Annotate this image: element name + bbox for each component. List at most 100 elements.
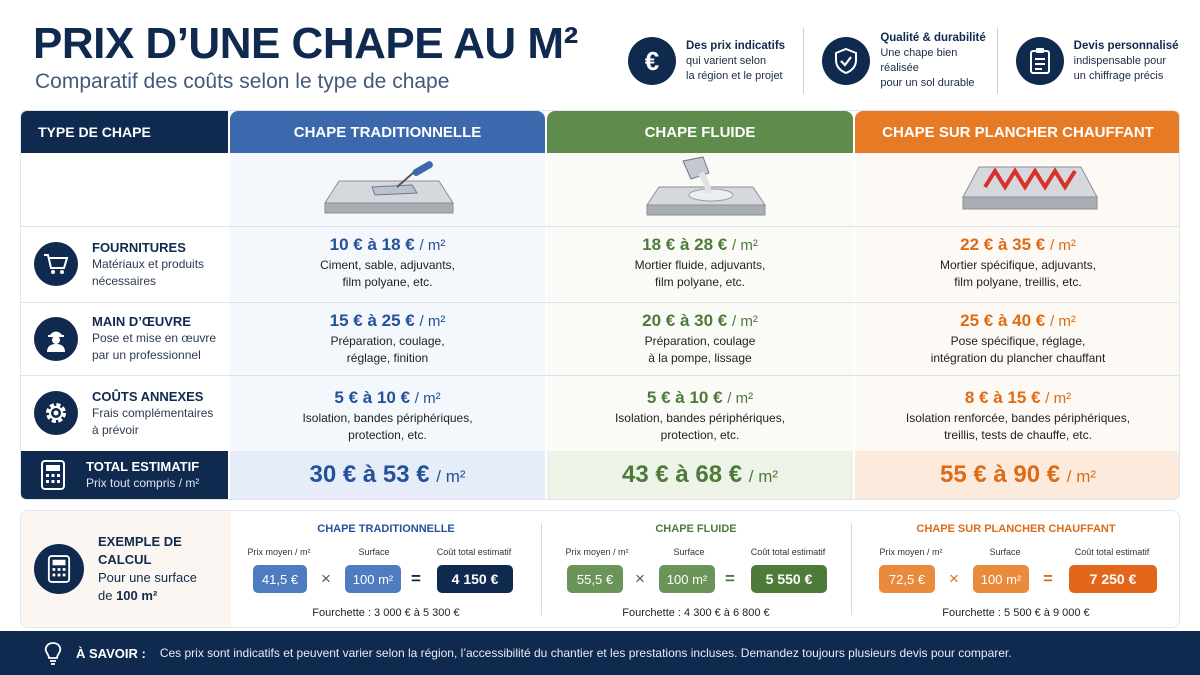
cell-detail: film polyane, etc. [342,275,433,289]
feature-text: qui varient selon [686,54,767,67]
calculator-icon [34,544,84,594]
price-table: TYPE DE CHAPE CHAPE TRADITIONNELLE CHAPE… [20,110,1180,500]
info-label: À SAVOIR : [76,645,146,661]
feature-text: pour un sol durable [880,77,975,89]
cart-icon [34,242,78,286]
pouring-slab-illustration [646,156,766,216]
price-range: 5 € à 10 € [334,388,411,407]
cell-fournitures-traditionnelle: 10 € à 18 € / m² Ciment, sable, adjuvant… [230,233,545,291]
heated-floor-illustration [962,166,1098,210]
row-title: TOTAL ESTIMATIF [86,459,200,474]
worker-icon [34,316,78,361]
header-type: TYPE DE CHAPE [21,111,228,153]
row-title: MAIN D’ŒUVRE [92,314,191,329]
cell-detail: treillis, tests de chauffe, etc. [944,428,1092,442]
row-label-fournitures: FOURNITURES Matériaux et produits nécessai… [21,226,228,302]
header-traditionnelle: CHAPE TRADITIONNELLE [230,111,545,153]
feature-text: la région et le projet [686,69,783,82]
price-unit: / m² [1049,237,1076,254]
label-surface: Surface [358,547,390,557]
example-label: EXEMPLE DE CALCUL Pour une surface de 100 … [21,511,231,627]
row-title: FOURNITURES [92,239,186,255]
row-divider [21,226,1179,227]
label-total: Coût total estimatif [1074,547,1150,557]
times-sign: × [635,569,645,588]
price-range: 20 € à 30 € [642,311,728,330]
example-block-title: CHAPE FLUIDE [655,523,737,535]
row-desc: à prévoir [92,422,139,437]
cell-detail: film polyane, treillis, etc. [954,275,1082,289]
feature-quote: Devis personnalisé indispensable pour un c… [996,28,1190,94]
cell-detail: à la pompe, lissage [648,351,752,365]
header-fluide: CHAPE FLUIDE [547,111,853,153]
row-desc: Pose et mise en œuvre [92,331,217,345]
price-unit: / m² [419,313,446,330]
price-unit: / m² [436,467,466,486]
feature-title: Des prix indicatifs [686,39,786,52]
example-block-fluide: CHAPE FLUIDE Prix moyen / m² Surface Coû… [543,511,849,627]
cell-main-oeuvre-chauffant: 25 € à 40 € / m² Pose spécifique, réglag… [855,309,1179,367]
example-block-title: CHAPE TRADITIONNELLE [317,523,455,535]
label-surface: Surface [989,547,1021,557]
feature-text: un chiffrage précis [1073,69,1164,82]
cell-main-oeuvre-traditionnelle: 15 € à 25 € / m² Préparation, coulage, ré… [230,309,545,367]
cell-detail: film polyane, etc. [654,275,746,289]
total-pill: 7 250 € [1069,565,1157,593]
example-surface: 100 m² [116,588,158,603]
row-label-couts-annexes: COÛTS ANNEXES Frais complémentaires à prév… [21,375,228,451]
feature-text: indispensable pour [1073,54,1167,67]
row-desc: Matériaux et produits [92,256,205,271]
price-pill: 55,5 € [567,565,623,593]
cell-fournitures-chauffant: 22 € à 35 € / m² Mortier spécifique, adj… [855,233,1179,291]
row-desc: Prix tout compris / m² [86,476,200,490]
label-surface: Surface [673,547,705,557]
row-label-total: TOTAL ESTIMATIF Prix tout compris / m² [21,451,228,499]
label-total: Coût total estimatif [436,547,512,557]
total-chauffant: 55 € à 90 € / m² [855,451,1179,499]
range-text: Fourchette : 5 500 € à 9 000 € [942,607,1090,619]
trowel-slab-illustration [324,161,454,214]
divider [541,523,542,615]
features-bar: € Des prix indicatifs qui varient selon la… [610,28,1190,94]
cell-annexes-chauffant: 8 € à 15 € / m² Isolation renforcée, ban… [855,386,1179,444]
example-block-chauffant: CHAPE SUR PLANCHER CHAUFFANT Prix moyen … [853,511,1179,627]
price-range: 15 € à 25 € [329,311,415,330]
page-subtitle: Comparatif des coûts selon le type de ch… [35,70,450,93]
price-range: 5 € à 10 € [646,388,723,407]
cell-fournitures-fluide: 18 € à 28 € / m² Mortier fluide, adjuvan… [547,233,853,291]
price-range: 22 € à 35 € [960,235,1046,254]
label-total: Coût total estimatif [750,547,826,557]
cell-detail: Ciment, sable, adjuvants, [320,258,455,272]
cell-detail: Pose spécifique, réglage, [950,334,1086,348]
feature-title: Devis personnalisé [1073,39,1179,52]
feature-text: Une chape bien réalisée [880,47,958,74]
lightbulb-icon [40,640,66,666]
example-calculation: EXEMPLE DE CALCUL Pour une surface de 100 … [20,510,1180,628]
label-price: Prix moyen / m² [247,547,311,557]
surface-pill: 100 m² [345,565,401,593]
feature-title: Qualité & durabilité [880,32,986,44]
surface-pill: 100 m² [659,565,715,593]
price-unit: / m² [731,313,758,330]
total-traditionnelle: 30 € à 53 € / m² [230,451,545,499]
cell-detail: protection, etc. [348,428,427,442]
divider [851,523,852,615]
price-unit: / m² [1049,313,1076,330]
price-unit: / m² [414,390,441,407]
price-range: 10 € à 18 € [329,235,415,254]
cell-detail: Isolation, bandes périphériques, [302,411,473,425]
total-range: 30 € à 53 € [309,461,430,488]
range-text: Fourchette : 3 000 € à 5 300 € [312,607,460,619]
equals-sign: = [725,569,735,588]
price-pill: 72,5 € [879,565,935,593]
price-range: 18 € à 28 € [642,235,728,254]
price-unit: / m² [731,237,758,254]
info-banner: À SAVOIR : Ces prix sont indicatifs et p… [0,631,1200,675]
cell-detail: Isolation, bandes périphériques, [614,411,786,425]
price-unit: / m² [1066,467,1097,486]
shield-check-icon [822,37,871,85]
example-desc: de [98,588,117,603]
row-label-main-oeuvre: MAIN D’ŒUVRE Pose et mise en œuvre par un … [21,302,228,375]
total-range: 43 € à 68 € [621,461,743,488]
